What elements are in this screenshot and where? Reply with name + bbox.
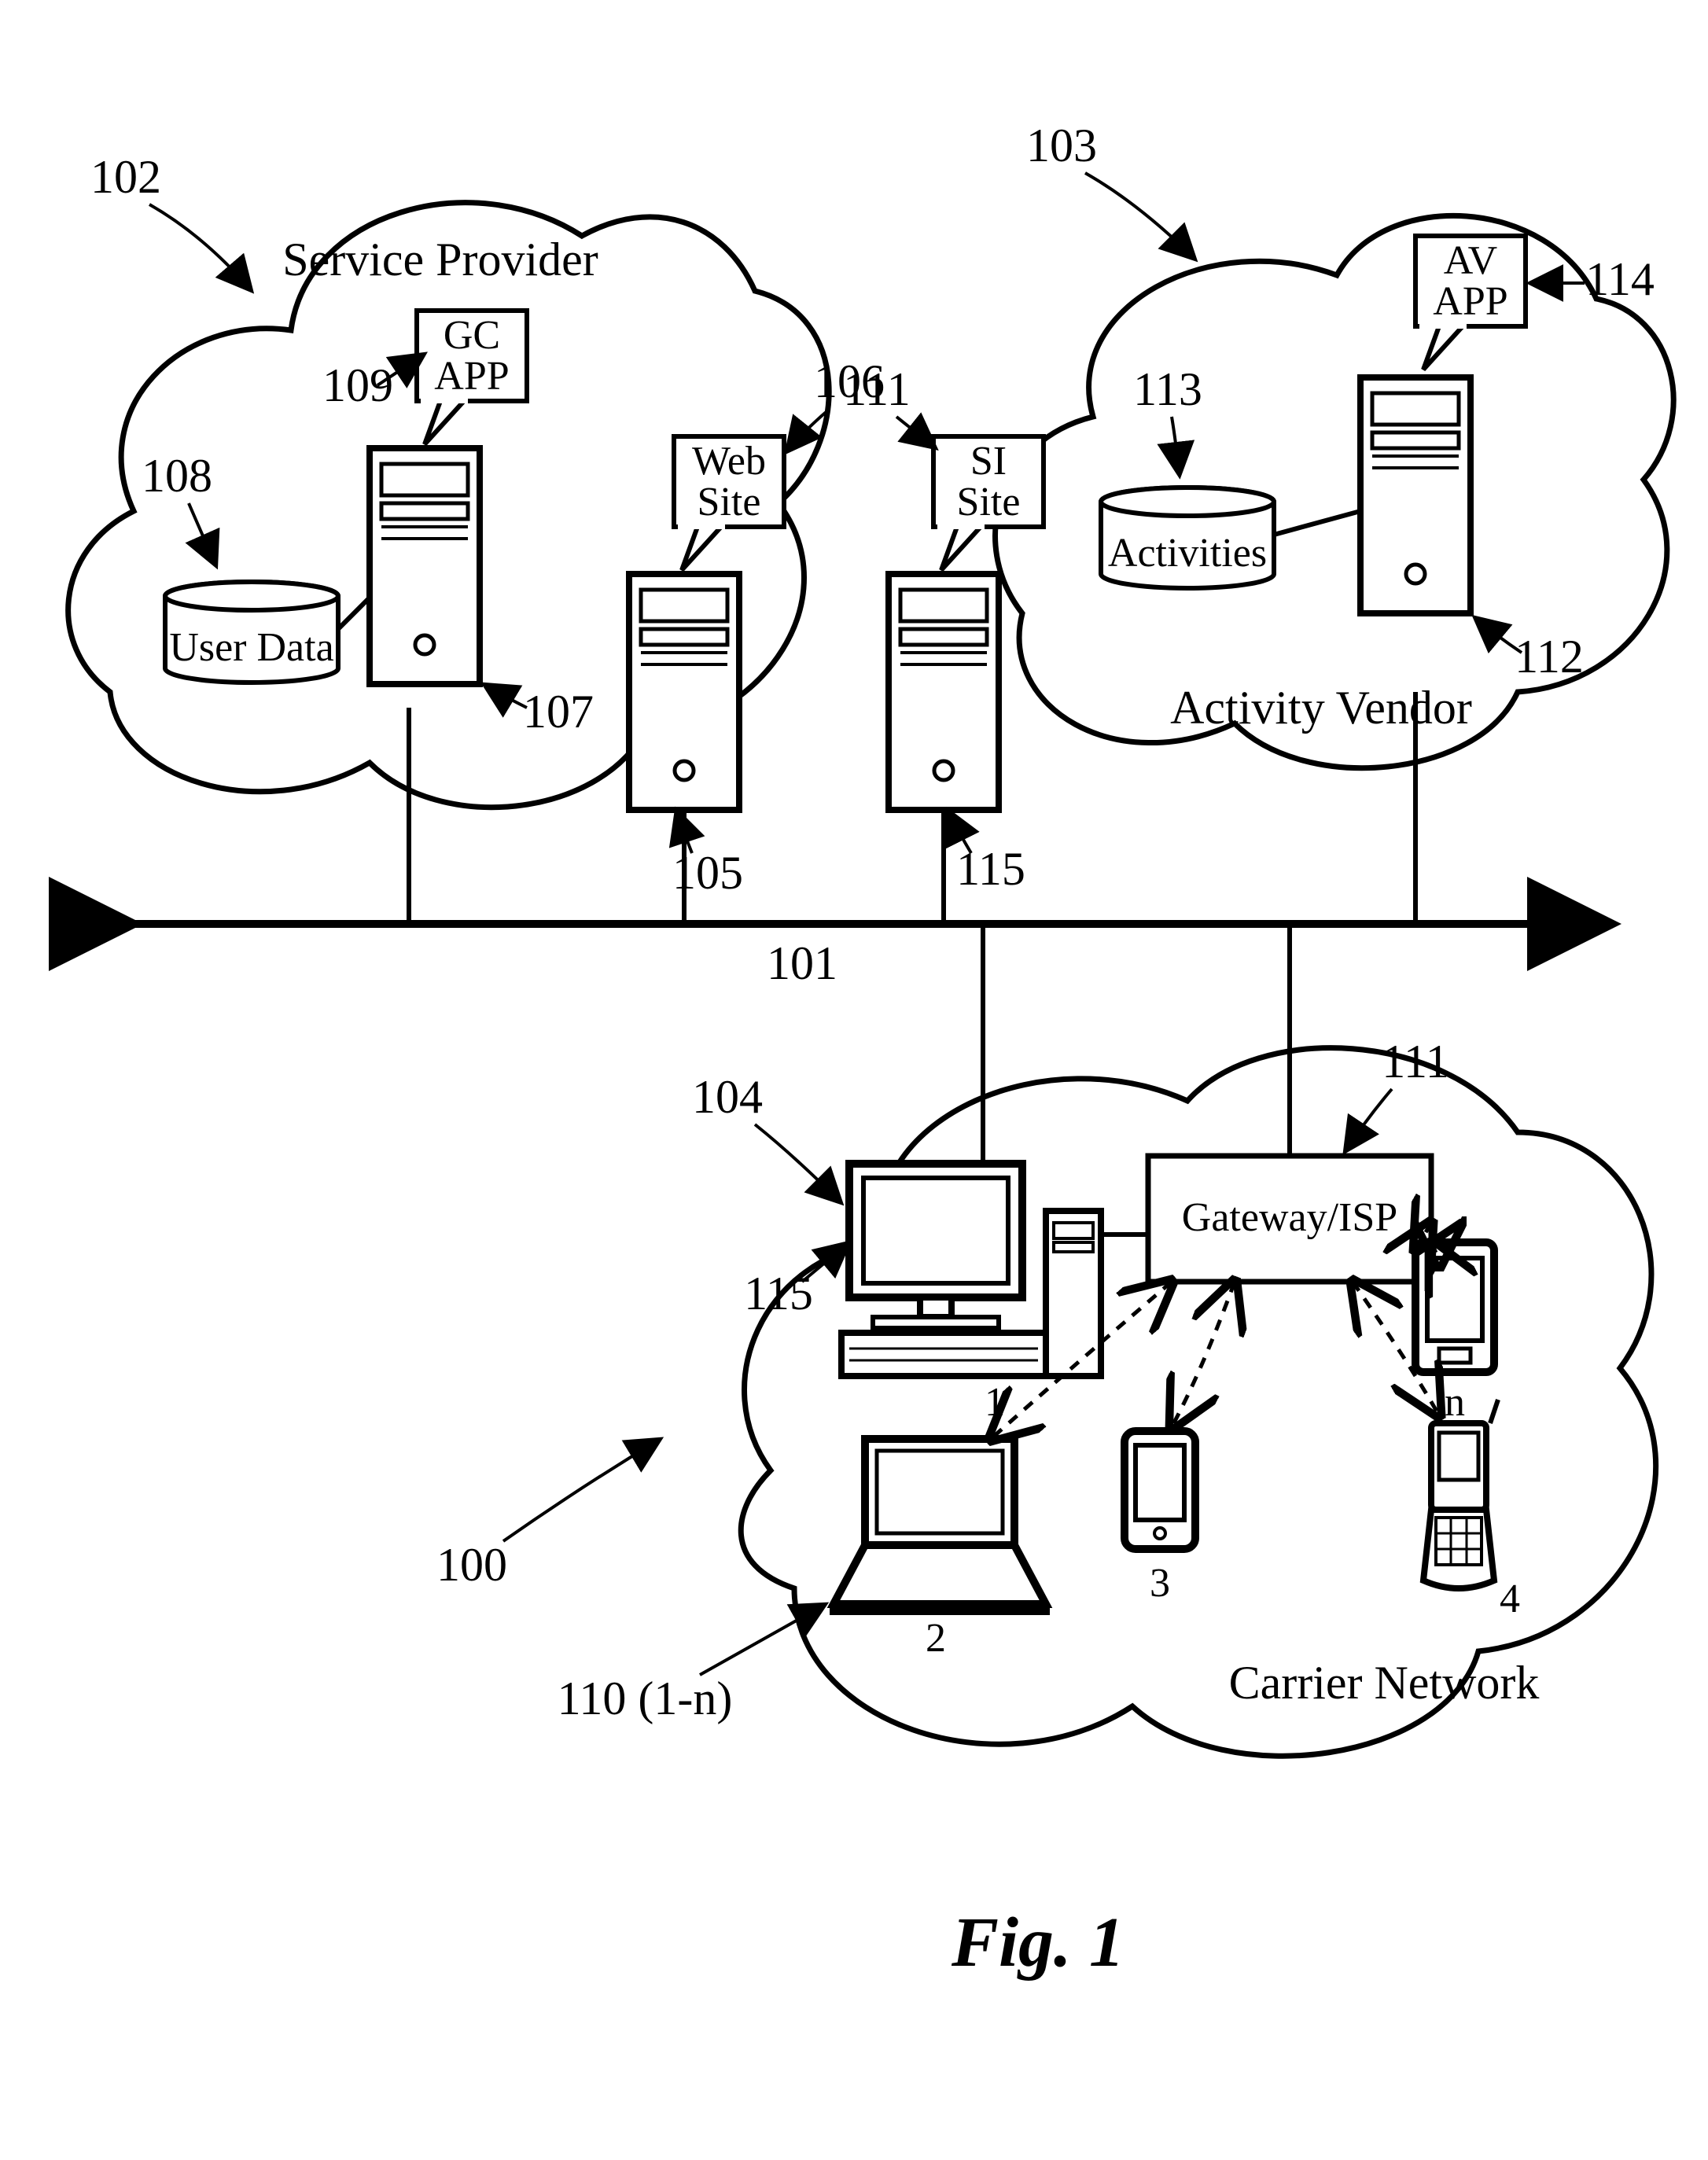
num-112: 112 xyxy=(1515,631,1584,683)
label-carrier-network: Carrier Network xyxy=(1229,1657,1540,1709)
leader-102 xyxy=(149,204,252,291)
num-101: 101 xyxy=(767,937,837,989)
server-105 xyxy=(629,574,739,810)
num-114: 114 xyxy=(1585,253,1655,305)
server-107 xyxy=(370,448,480,684)
label-av2: APP xyxy=(1433,279,1507,324)
num-102: 102 xyxy=(90,151,161,203)
num-111a: 111 xyxy=(843,363,911,415)
num-105: 105 xyxy=(672,847,743,899)
figure-diagram: Service Provider Activity Vendor Carrier… xyxy=(0,0,1708,2160)
num-111b: 111 xyxy=(1382,1036,1449,1087)
device-4-flip xyxy=(1423,1400,1498,1588)
num-113: 113 xyxy=(1133,363,1202,415)
label-dev2: 2 xyxy=(926,1616,946,1661)
label-service-provider: Service Provider xyxy=(282,234,598,285)
label-dev3: 3 xyxy=(1150,1561,1170,1606)
device-3-phone xyxy=(1125,1431,1195,1549)
label-si1: SI xyxy=(970,439,1007,484)
server-112 xyxy=(1360,377,1471,613)
device-2-laptop xyxy=(830,1439,1050,1615)
label-gc-1: GC xyxy=(444,313,500,358)
label-gateway: Gateway/ISP xyxy=(1182,1195,1397,1240)
label-activity-vendor: Activity Vendor xyxy=(1170,682,1472,734)
label-gc-2: APP xyxy=(434,354,509,399)
leader-113 xyxy=(1172,417,1180,476)
leader-104 xyxy=(755,1124,841,1203)
num-107: 107 xyxy=(523,686,594,738)
leader-111a xyxy=(896,417,936,448)
label-si2: Site xyxy=(957,480,1021,524)
leader-100 xyxy=(503,1439,661,1541)
label-activities: Activities xyxy=(1108,531,1267,576)
num-104: 104 xyxy=(692,1071,763,1123)
num-108: 108 xyxy=(142,450,212,502)
device-1-desktop xyxy=(841,1164,1101,1376)
leader-103 xyxy=(1085,173,1195,259)
leader-111b xyxy=(1345,1089,1392,1152)
num-109: 109 xyxy=(322,359,393,411)
label-av1: AV xyxy=(1444,238,1497,283)
server-115-top xyxy=(889,574,999,810)
num-100: 100 xyxy=(436,1539,507,1591)
num-115b: 115 xyxy=(744,1268,813,1319)
leader-108 xyxy=(189,503,216,566)
leader-107 xyxy=(484,684,527,708)
device-n-phone xyxy=(1415,1242,1494,1372)
label-user-data: User Data xyxy=(169,625,333,670)
link-db-server-107 xyxy=(338,598,370,629)
num-110: 110 (1-n) xyxy=(558,1672,733,1724)
label-web1: Web xyxy=(692,439,766,484)
figure-label: Fig. 1 xyxy=(951,1904,1125,1982)
num-115a: 115 xyxy=(956,843,1025,895)
label-dev4: 4 xyxy=(1500,1577,1520,1621)
num-103: 103 xyxy=(1026,120,1097,171)
label-devn: n xyxy=(1445,1380,1465,1425)
link-db-server-112 xyxy=(1274,511,1360,535)
link-gateway-dev3 xyxy=(1172,1282,1235,1427)
label-dev1: 1 xyxy=(985,1380,1005,1425)
label-web2: Site xyxy=(698,480,761,524)
